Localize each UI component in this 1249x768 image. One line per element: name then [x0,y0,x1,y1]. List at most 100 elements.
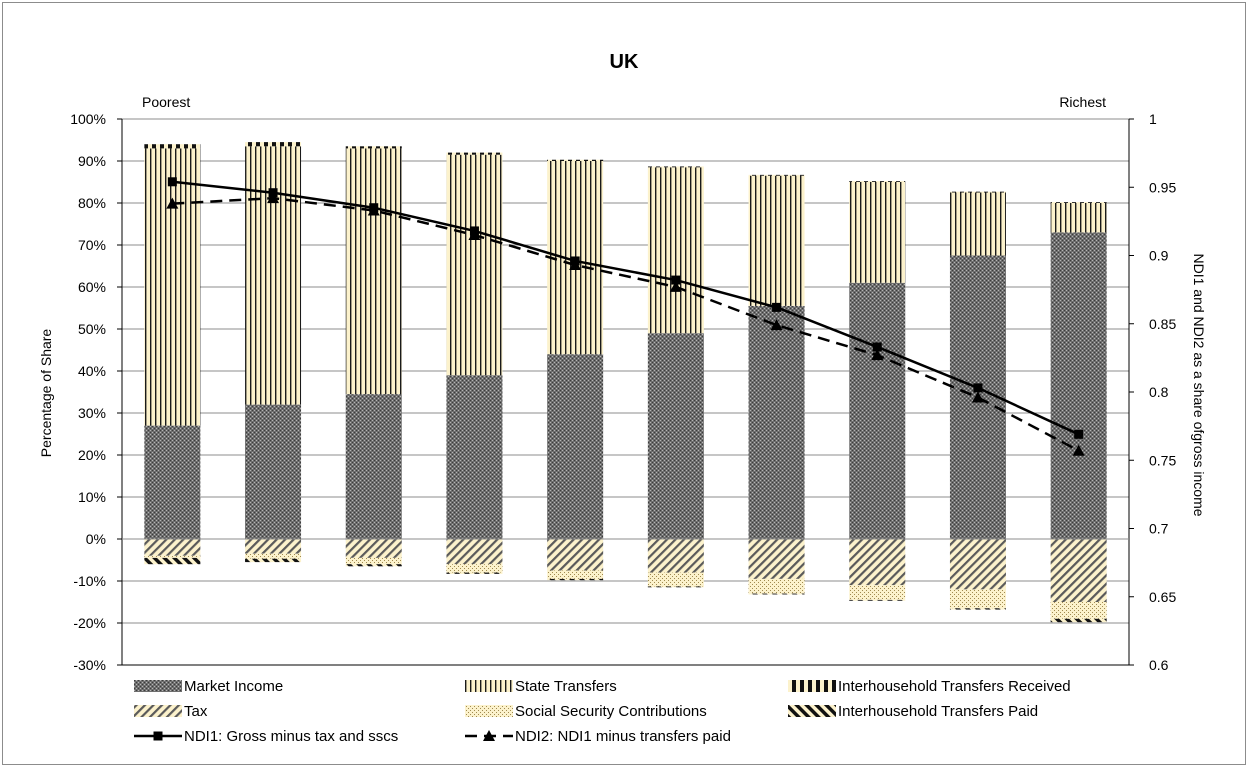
y-axis-ticks: 100% 90% 80% 70% 60% 50% 40% 30% 20% 10% 0% -10% -20… [70,111,122,673]
bar-market-income-5 [547,354,604,539]
y2-tick-label: 0.95 [1149,179,1176,195]
bar-social-security-contributions-9 [949,589,1006,609]
y-tick-label: 20% [78,447,106,463]
bar-state-transfers-10 [1050,203,1107,233]
bar-interhousehold-transfers-paid-5 [547,578,604,581]
bar-market-income-10 [1050,232,1107,539]
ndi1-point-8 [872,342,882,352]
legend-label-interhousehold-transfers-paid: Interhousehold Transfers Paid [838,703,1038,720]
legend-label-interhousehold-transfers-received: Interhousehold Transfers Received [838,678,1071,695]
ndi1-point-9 [973,383,983,393]
legend-swatch-interhousehold-transfers-paid [788,705,836,717]
bar-state-transfers-1 [144,148,201,426]
bar-interhousehold-transfers-paid-3 [345,564,402,567]
bar-social-security-contributions-10 [1050,602,1107,619]
bar-state-transfers-4 [446,154,503,376]
ndi1-line [172,180,1080,436]
bar-tax-7 [748,539,805,579]
poorest-annotation: Poorest [142,94,190,110]
lines [166,177,1085,456]
bar-social-security-contributions-5 [547,570,604,579]
y-tick-label: -30% [73,657,106,673]
y-tick-label: 0% [86,531,106,547]
bar-state-transfers-6 [647,167,704,334]
ndi2-point-3 [367,204,380,216]
bar-social-security-contributions-6 [647,572,704,587]
ndi1-point-10 [1074,429,1084,439]
bar-interhousehold-transfers-paid-10 [1050,618,1107,623]
bar-market-income-4 [446,375,503,539]
bar-interhousehold-transfers-paid-2 [245,558,302,563]
ndi2-point-9 [971,391,984,403]
ndi2-point-2 [267,192,280,204]
bar-market-income-1 [144,425,201,539]
bars [144,142,1107,623]
bar-interhousehold-transfers-paid-6 [647,586,704,588]
ndi1-point-6 [671,275,681,285]
bar-social-security-contributions-1 [144,555,201,558]
y-tick-label: 30% [78,405,106,421]
bar-tax-5 [547,539,604,571]
y-tick-label: 50% [78,321,106,337]
ndi1-point-1 [167,177,177,187]
bar-social-security-contributions-8 [849,585,906,600]
legend-label-market-income: Market Income [184,678,283,695]
legend-swatch-state-transfers [465,680,513,692]
bar-interhousehold-transfers-received-8 [849,181,906,182]
bar-interhousehold-transfers-received-4 [446,152,503,155]
bar-social-security-contributions-7 [748,578,805,594]
legend-label-tax: Tax [184,703,208,720]
bar-state-transfers-9 [949,192,1006,256]
y-tick-label: 80% [78,195,106,211]
bar-interhousehold-transfers-received-6 [647,166,704,168]
ndi2-point-6 [669,280,682,292]
bar-interhousehold-transfers-paid-8 [849,599,906,601]
bar-market-income-3 [345,394,402,539]
y2-tick-label: 0.8 [1149,384,1169,400]
bar-state-transfers-3 [345,148,402,395]
bar-market-income-7 [748,305,805,539]
bar-interhousehold-transfers-received-9 [949,191,1006,193]
bar-market-income-2 [245,404,302,539]
bar-tax-6 [647,539,704,573]
bar-state-transfers-7 [748,175,805,306]
y-tick-label: 100% [70,111,106,127]
chart-title: UK [610,51,639,73]
y-tick-label: 40% [78,363,106,379]
bar-interhousehold-transfers-paid-1 [144,557,201,565]
ndi2-point-8 [871,349,884,361]
legend: Market Income State Transfers Interhouseho… [134,678,1071,745]
bar-state-transfers-8 [849,182,906,283]
bar-interhousehold-transfers-paid-7 [748,593,805,595]
y-tick-label: -20% [73,615,106,631]
richest-annotation: Richest [1059,94,1106,110]
y-tick-label: -10% [73,573,106,589]
y-tick-label: 90% [78,153,106,169]
bar-tax-1 [144,539,201,556]
legend-swatch-market-income [134,680,182,692]
ndi1-point-7 [772,302,782,312]
legend-label-ndi2: NDI2: NDI1 minus transfers paid [515,728,731,745]
ndi2-point-7 [770,319,783,331]
y2-axis-label: NDI1 and NDI2 as a share ofgross income [1191,253,1207,516]
legend-swatch-social-security-contributions [465,705,513,717]
legend-swatch-tax [134,705,182,717]
legend-marker-ndi1 [153,731,163,741]
ndi2-point-5 [569,259,582,271]
y-tick-label: 70% [78,237,106,253]
bar-interhousehold-transfers-received-3 [345,146,402,149]
bar-interhousehold-transfers-paid-9 [949,608,1006,610]
y-tick-label: 60% [78,279,106,295]
ndi2-point-10 [1072,444,1085,456]
bar-interhousehold-transfers-received-7 [748,174,805,176]
bar-market-income-6 [647,333,704,539]
legend-label-ndi1: NDI1: Gross minus tax and sscs [184,728,398,745]
bar-social-security-contributions-2 [245,553,302,559]
y-tick-label: 10% [78,489,106,505]
bar-tax-4 [446,539,503,565]
bar-interhousehold-transfers-received-10 [1050,202,1107,203]
bar-tax-10 [1050,539,1107,602]
y-axis-label: Percentage of Share [38,329,54,458]
